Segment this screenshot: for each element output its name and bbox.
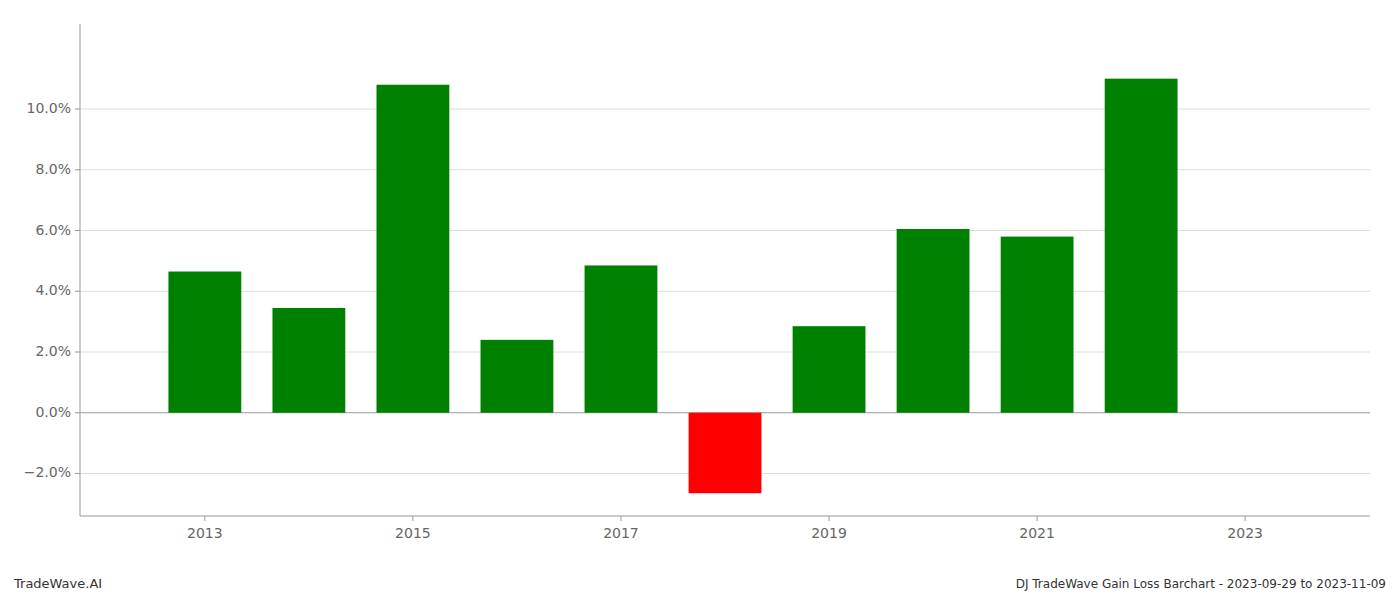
footer-right: DJ TradeWave Gain Loss Barchart - 2023-0…: [1016, 577, 1386, 591]
y-tick-label: −2.0%: [24, 464, 71, 480]
x-tick-label: 2015: [395, 525, 431, 541]
y-tick-label: 0.0%: [35, 404, 71, 420]
x-tick: [829, 516, 830, 521]
bar: [585, 265, 658, 412]
x-tick-label: 2013: [187, 525, 223, 541]
y-tick: [75, 352, 80, 353]
y-tick: [75, 473, 80, 474]
y-tick: [75, 291, 80, 292]
x-tick: [620, 516, 621, 521]
x-tick-label: 2023: [1227, 525, 1263, 541]
x-tick-label: 2021: [1019, 525, 1055, 541]
bar: [481, 340, 554, 413]
y-tick-label: 10.0%: [27, 100, 71, 116]
bar: [168, 272, 241, 413]
y-tick: [75, 169, 80, 170]
x-tick: [204, 516, 205, 521]
bar: [1001, 237, 1074, 413]
y-axis-line: [80, 24, 81, 516]
y-tick: [75, 109, 80, 110]
bar: [793, 326, 866, 413]
x-tick-label: 2019: [811, 525, 847, 541]
bar: [689, 413, 762, 493]
bar: [272, 308, 345, 413]
bar: [376, 85, 449, 413]
bar: [897, 229, 970, 413]
x-axis: 2013 2015 2017 2019 2021 2023: [80, 516, 1370, 541]
bar: [1105, 79, 1178, 413]
bars: [168, 79, 1177, 494]
footer-left: TradeWave.AI: [13, 576, 102, 591]
x-tick: [412, 516, 413, 521]
y-tick: [75, 230, 80, 231]
y-tick: [75, 412, 80, 413]
y-axis: −2.0% 0.0% 2.0% 4.0% 6.0% 8.0% 10.0%: [24, 100, 80, 480]
x-axis-line: [80, 516, 1370, 517]
y-tick-label: 6.0%: [35, 222, 71, 238]
y-tick-label: 2.0%: [35, 343, 71, 359]
y-tick-label: 4.0%: [35, 282, 71, 298]
y-tick-label: 8.0%: [35, 161, 71, 177]
x-tick-label: 2017: [603, 525, 639, 541]
chart-container: −2.0%0.0%2.0%4.0%6.0%8.0%10.0%2013201520…: [0, 0, 1400, 600]
chart: −2.0%0.0%2.0%4.0%6.0%8.0%10.0%2013201520…: [0, 0, 1400, 600]
x-tick: [1037, 516, 1038, 521]
x-tick: [1245, 516, 1246, 521]
